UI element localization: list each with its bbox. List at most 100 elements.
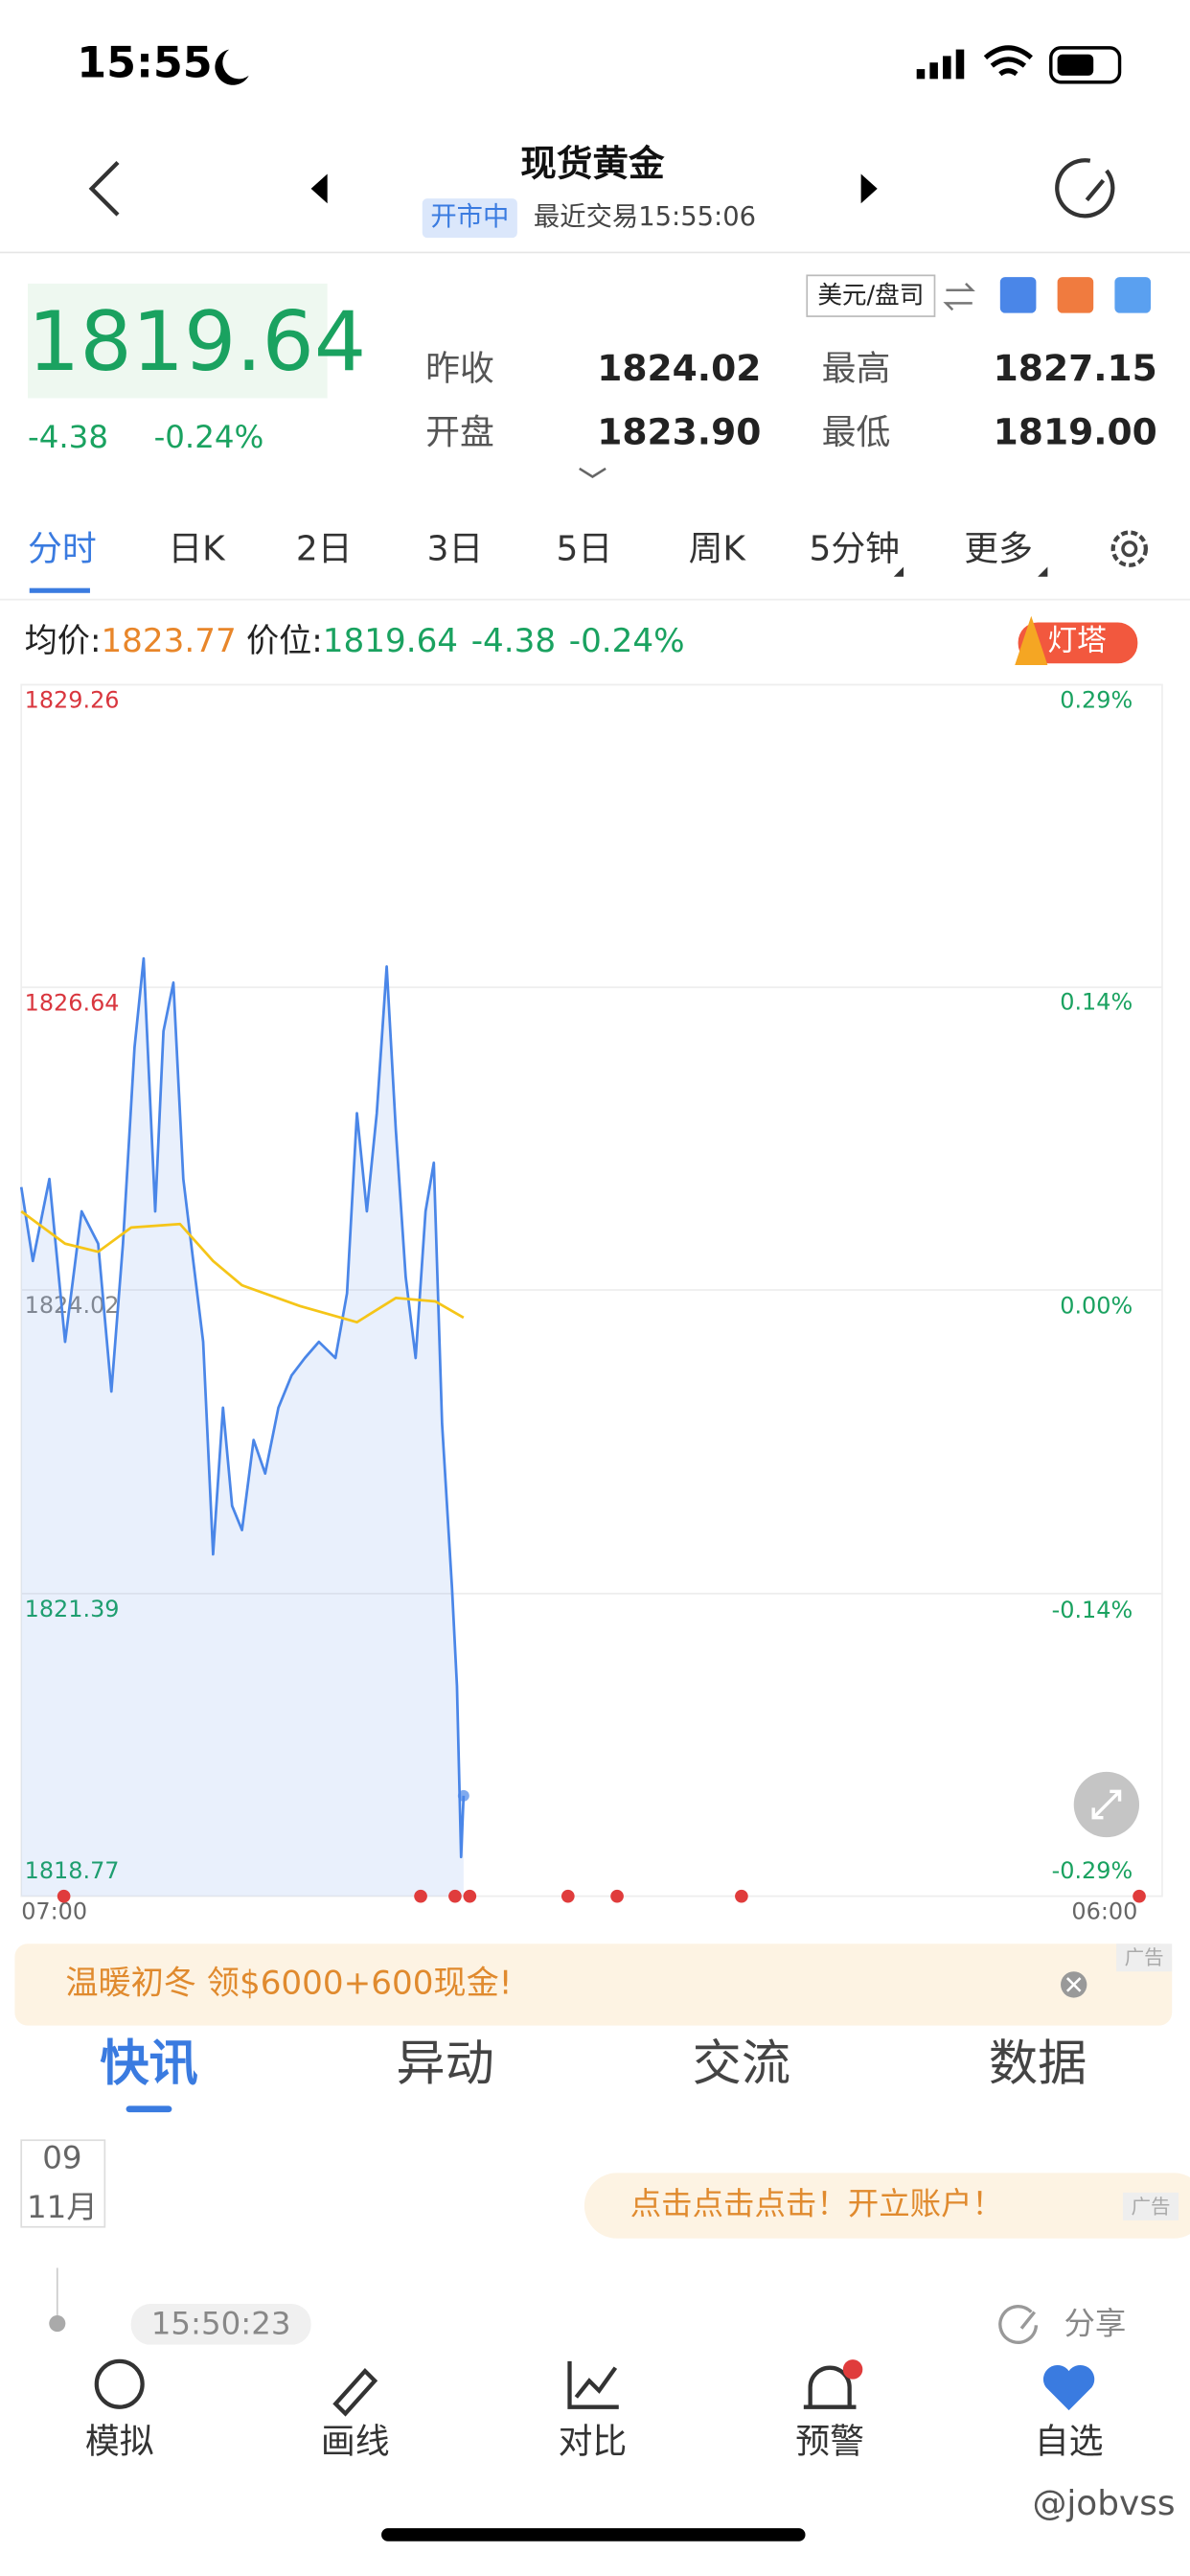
close-icon (1065, 1977, 1082, 1992)
stat-label: 最高 (822, 349, 891, 388)
nav-label[interactable]: 对比 (559, 2422, 628, 2461)
nav-icon[interactable] (803, 2365, 857, 2409)
badge[interactable] (1018, 622, 1138, 664)
ad-banner[interactable] (14, 1944, 1173, 2026)
market-status: 开市中 (430, 202, 509, 232)
time-pill (130, 2304, 311, 2345)
x-tick-label: 06:00 (1071, 1898, 1137, 1925)
ad-tag-bg (1116, 1944, 1173, 1972)
tool-icon[interactable] (1114, 277, 1151, 313)
ad-tag-bg (1122, 2192, 1179, 2220)
nav-label[interactable]: 画线 (321, 2422, 390, 2461)
chart: 1829.261826.641824.021821.391818.770.29%… (19, 683, 1162, 1925)
tab[interactable]: 5分钟 (810, 529, 901, 568)
status-badge (422, 198, 517, 239)
swap-icon[interactable] (943, 282, 975, 311)
tab[interactable]: 周K (689, 529, 747, 568)
info-line: 均价:1823.77 价位:1819.64 -4.38 -0.24% (25, 622, 685, 660)
price: 1819.64 (28, 295, 366, 390)
moon-icon (215, 49, 249, 85)
tab[interactable]: 5日 (557, 529, 613, 568)
unit: 美元/盘司 (817, 282, 924, 310)
date-box (20, 2139, 106, 2228)
news-tab[interactable]: 数据 (989, 2035, 1087, 2092)
nav-label[interactable]: 自选 (1035, 2422, 1104, 2461)
unit-box[interactable] (806, 274, 936, 317)
news-tab[interactable]: 异动 (396, 2035, 494, 2092)
nav-icon[interactable] (1042, 2364, 1095, 2411)
tab-active[interactable]: 分时 (28, 529, 97, 568)
last-trade: 最近交易15:55:06 (534, 202, 756, 232)
y-tick-label: 1829.26 (25, 687, 120, 714)
y-tick-label: 1821.39 (25, 1596, 120, 1622)
battery-level (1057, 54, 1094, 76)
wifi-icon (983, 45, 1033, 77)
stat-label: 开盘 (425, 413, 494, 452)
timeline-dot (49, 2315, 66, 2333)
feed-time: 15:50:23 (151, 2305, 291, 2341)
news-tab-underline (126, 2105, 172, 2113)
ad-tag: 广告 (1125, 1946, 1164, 1969)
avg-value: 1823.77 (101, 622, 236, 660)
nav-icon[interactable] (567, 2360, 619, 2409)
line (20, 1209, 465, 1324)
share-icon[interactable] (998, 2305, 1039, 2345)
ad-text: 温暖初冬 领$6000+600现金! (65, 1964, 512, 2002)
refresh-button[interactable] (1055, 158, 1115, 218)
tab[interactable]: 2日 (296, 529, 353, 568)
page-title: 现货黄金 (520, 142, 665, 184)
nav-icon[interactable] (94, 2358, 145, 2409)
feed-ad-text: 点击点击点击！开立账户！ (630, 2186, 1003, 2222)
date-month: 11月 (27, 2189, 98, 2225)
y-tick-label: 1826.64 (25, 989, 120, 1016)
badge-text: 灯塔 (1047, 624, 1107, 658)
last-point (457, 1789, 469, 1802)
nav-label[interactable]: 预警 (795, 2422, 864, 2461)
clock: 15:55 (77, 39, 212, 88)
change-pct: -0.24% (154, 419, 264, 455)
price-value: 1819.64 (323, 622, 458, 660)
tab-underline (29, 587, 90, 593)
change-pct: -0.24% (569, 622, 685, 660)
tower-icon (1015, 615, 1048, 665)
x-tick-label: 07:00 (21, 1898, 87, 1925)
y2-tick-label: -0.29% (1052, 1857, 1133, 1884)
home-indicator (381, 2528, 806, 2542)
settings-center (1121, 540, 1138, 558)
nav-badge (842, 2359, 863, 2380)
stat-value: 1823.90 (597, 411, 761, 453)
y2-tick-label: 0.29% (1060, 687, 1133, 714)
tab[interactable]: 更多 (964, 529, 1033, 568)
feed-ad[interactable] (584, 2173, 1190, 2239)
nav-label[interactable]: 模拟 (85, 2422, 154, 2461)
tab[interactable]: 日K (168, 529, 226, 568)
next-button[interactable] (860, 173, 878, 204)
stat-value: 1819.00 (994, 411, 1157, 453)
nav-icon[interactable] (332, 2367, 378, 2417)
avg-label: 均价: (25, 622, 102, 660)
watermark: @jobvss (1032, 2484, 1175, 2523)
prev-button[interactable] (310, 173, 328, 204)
news-tab[interactable]: 交流 (693, 2035, 791, 2092)
y-tick-label: 1818.77 (25, 1857, 120, 1884)
settings-icon[interactable] (1110, 530, 1149, 567)
tool-icon[interactable] (999, 277, 1037, 313)
change: -4.38 (28, 419, 108, 455)
back-button[interactable] (88, 160, 120, 217)
tab[interactable]: 3日 (427, 529, 484, 568)
refresh-arrow (1085, 178, 1106, 202)
y2-tick-label: 0.14% (1060, 988, 1133, 1015)
news-tab-active[interactable]: 快讯 (100, 2035, 197, 2092)
price-bg (28, 283, 328, 399)
expand-chevron[interactable] (579, 467, 606, 479)
stat-label: 最低 (822, 413, 891, 452)
fullscreen-icon (1091, 1789, 1122, 1820)
price-label: 价位: (246, 622, 323, 660)
area (21, 958, 464, 1897)
change: -4.38 (471, 622, 556, 660)
stat-value: 1827.15 (994, 347, 1157, 389)
share[interactable]: 分享 (1064, 2305, 1126, 2341)
tool-icon[interactable] (1057, 277, 1094, 313)
